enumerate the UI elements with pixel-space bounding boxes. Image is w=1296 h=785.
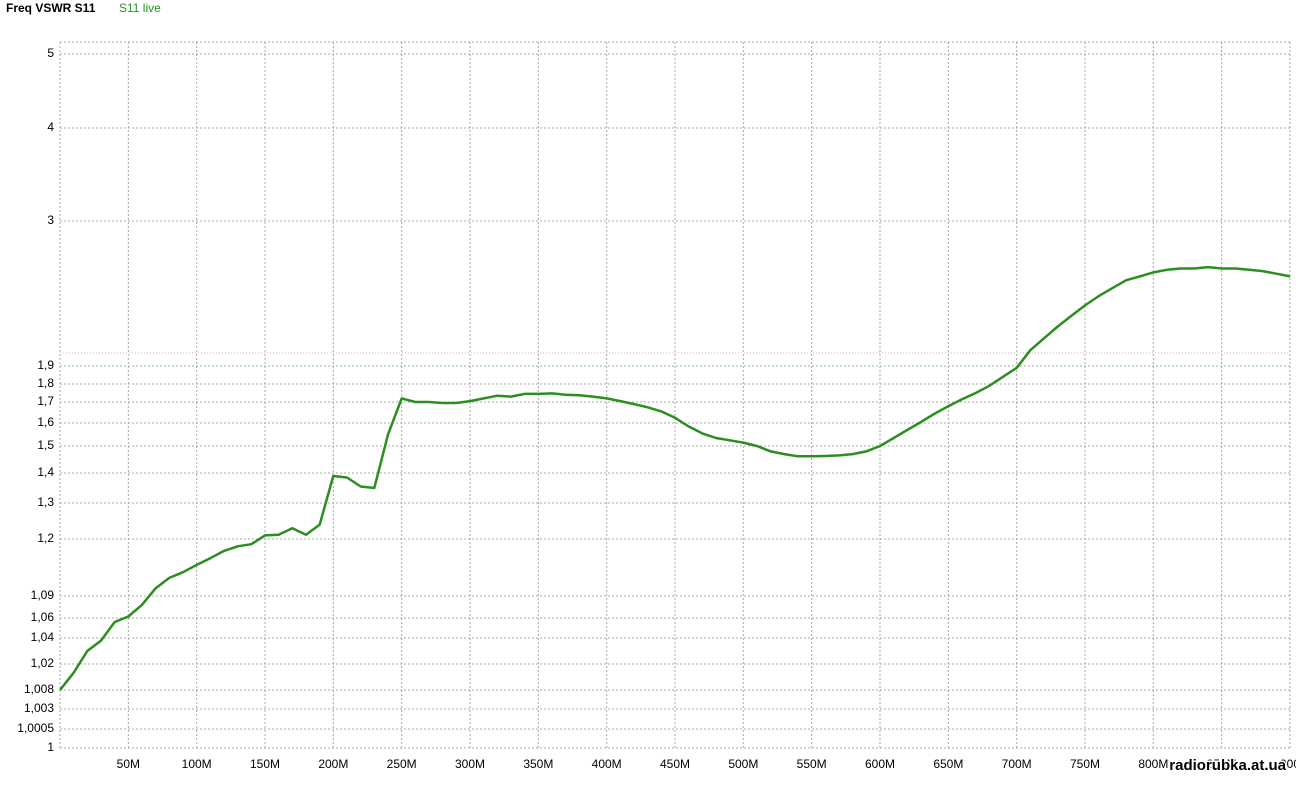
y-tick-label: 1,6: [37, 415, 54, 429]
x-tick-label: 650M: [933, 757, 963, 771]
chart-header: Freq VSWR S11: [6, 1, 96, 15]
y-tick-label: 1,4: [37, 465, 54, 479]
y-tick-label: 1,2: [37, 531, 54, 545]
x-tick-label: 100M: [182, 757, 212, 771]
x-tick-label: 900: [1280, 757, 1296, 771]
y-tick-label: 1,04: [31, 630, 55, 644]
y-tick-label: 1,008: [24, 682, 54, 696]
y-tick-label: 1,5: [37, 438, 54, 452]
y-tick-label: 1,09: [31, 588, 55, 602]
watermark: radiorubka.at.ua: [1169, 757, 1286, 774]
x-tick-label: 550M: [797, 757, 827, 771]
x-tick-label: 350M: [523, 757, 553, 771]
x-tick-label: 300M: [455, 757, 485, 771]
x-tick-label: 50M: [117, 757, 140, 771]
legend-entry: S11 live: [119, 1, 161, 15]
y-tick-label: 1,003: [24, 701, 54, 715]
y-tick-label: 1,7: [37, 394, 54, 408]
series-line: [59, 265, 1291, 691]
y-tick-label: 1: [47, 740, 54, 754]
x-tick-label: 500M: [728, 757, 758, 771]
y-tick-label: 5: [47, 46, 54, 60]
y-tick-label: 3: [47, 213, 54, 227]
x-tick-label: 450M: [660, 757, 690, 771]
x-tick-label: 200M: [318, 757, 348, 771]
x-tick-label: 150M: [250, 757, 280, 771]
y-tick-label: 1,0005: [17, 721, 54, 735]
x-tick-label: 700M: [1002, 757, 1032, 771]
y-tick-label: 1,06: [31, 610, 55, 624]
x-tick-label: 400M: [592, 757, 622, 771]
x-tick-label: 850M: [1207, 757, 1237, 771]
y-tick-label: 1,02: [31, 656, 55, 670]
y-tick-label: 1,9: [37, 358, 54, 372]
y-tick-label: 1,8: [37, 376, 54, 390]
x-tick-label: 800M: [1138, 757, 1168, 771]
x-tick-label: 750M: [1070, 757, 1100, 771]
x-tick-label: 250M: [387, 757, 417, 771]
y-tick-label: 1,3: [37, 495, 54, 509]
y-tick-label: 4: [47, 120, 54, 134]
x-tick-label: 600M: [865, 757, 895, 771]
